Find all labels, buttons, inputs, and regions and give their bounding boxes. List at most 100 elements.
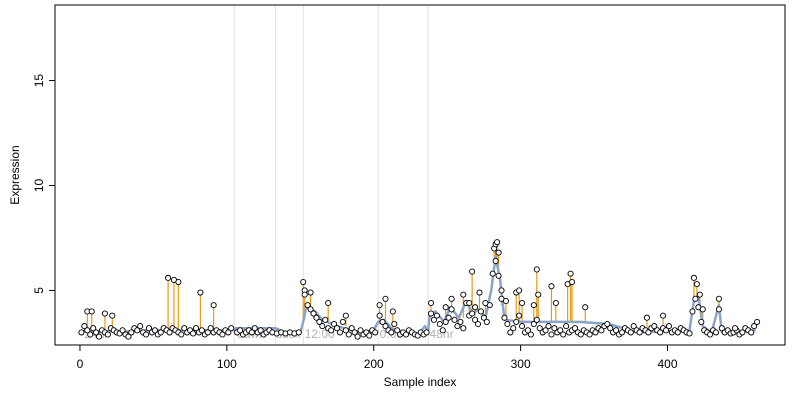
spike-point [552, 299, 559, 307]
data-point [145, 325, 153, 332]
data-point [402, 331, 410, 338]
data-point [345, 331, 352, 338]
spike-point [494, 239, 501, 246]
spike-point [582, 304, 589, 311]
data-point [530, 320, 537, 328]
spike-point [460, 291, 467, 298]
data-point [557, 327, 564, 334]
data-point [394, 327, 401, 334]
data-point [686, 330, 693, 337]
y-tick-label: 10 [32, 178, 46, 192]
trend-line [81, 255, 756, 336]
data-point [351, 329, 358, 336]
spike-point [427, 299, 435, 307]
data-point [81, 323, 88, 330]
data-point [689, 308, 696, 315]
data-point [87, 331, 94, 338]
data-point [336, 329, 343, 336]
spike-point [101, 310, 108, 317]
data-point [192, 325, 200, 332]
data-point [739, 329, 746, 336]
data-point [137, 323, 144, 330]
data-point [657, 329, 664, 336]
spike-point [548, 283, 555, 290]
data-point [715, 306, 722, 313]
data-point [492, 257, 499, 265]
data-point [228, 325, 235, 332]
data-point [339, 318, 346, 325]
spike-point [325, 299, 332, 307]
data-point [712, 329, 720, 336]
data-point [607, 325, 614, 332]
data-points [78, 239, 761, 340]
spike-point [519, 299, 526, 307]
data-point [248, 329, 255, 336]
spike-point [516, 287, 523, 294]
data-point [307, 306, 314, 313]
spike-point [690, 274, 697, 281]
data-point [388, 329, 395, 336]
spike-point [307, 289, 314, 296]
data-point [423, 329, 430, 336]
data-point [748, 329, 755, 336]
data-point [451, 316, 458, 323]
data-point [237, 327, 244, 334]
data-point [310, 310, 317, 317]
data-point [219, 331, 226, 338]
data-point [613, 327, 620, 334]
spike-point [482, 299, 489, 307]
data-point [472, 316, 479, 323]
data-point [577, 331, 584, 338]
y-axis-label: Expression [8, 145, 22, 204]
data-point [348, 325, 355, 332]
data-point [442, 318, 449, 325]
data-point [474, 320, 482, 328]
data-point [524, 327, 532, 334]
data-point [181, 325, 188, 332]
spike-point [567, 270, 574, 277]
spike-point [535, 291, 542, 298]
data-point [630, 323, 637, 330]
data-point [104, 331, 111, 338]
data-point [480, 314, 487, 321]
data-point [477, 308, 485, 315]
data-point [207, 325, 214, 332]
data-point [96, 333, 103, 340]
spike-point [696, 291, 703, 298]
data-point [151, 327, 158, 334]
spike-point [495, 249, 502, 256]
data-point [448, 306, 455, 313]
data-point [295, 329, 302, 336]
data-point [504, 320, 511, 328]
data-point [751, 323, 758, 330]
data-point [436, 320, 443, 328]
data-point [560, 331, 567, 338]
data-point [379, 318, 386, 325]
data-point [551, 325, 558, 332]
x-tick-label: 0 [77, 357, 84, 371]
data-point [692, 295, 699, 302]
spike-point [342, 312, 349, 319]
data-point [645, 329, 652, 336]
data-point [665, 323, 673, 330]
data-point [698, 318, 705, 325]
data-point [90, 325, 97, 332]
data-point [439, 327, 446, 334]
data-point [178, 331, 185, 338]
spike-point [197, 289, 204, 296]
data-point [357, 327, 364, 334]
data-point [427, 310, 435, 317]
spike-point [469, 268, 476, 275]
x-tick-label: 300 [511, 357, 531, 371]
data-point [157, 329, 164, 336]
spike-point [530, 302, 537, 309]
data-point [718, 325, 725, 332]
spike-point [448, 295, 455, 302]
data-point [328, 327, 335, 334]
y-tick-label: 5 [32, 287, 46, 294]
data-point [604, 320, 611, 328]
data-point [519, 323, 526, 330]
data-point [545, 323, 552, 330]
data-point [513, 318, 520, 325]
